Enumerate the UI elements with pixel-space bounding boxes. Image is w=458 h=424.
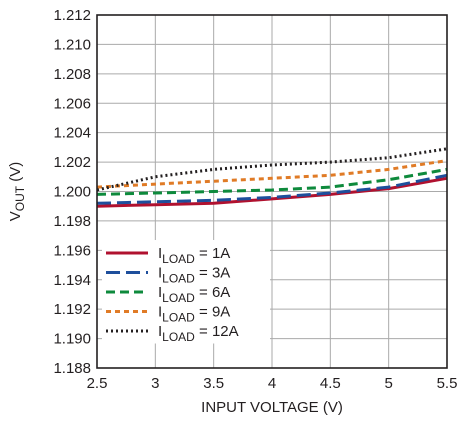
x-tick-label: 3.5 bbox=[203, 375, 224, 392]
y-tick-label: 1.188 bbox=[53, 360, 91, 377]
x-tick-label: 5 bbox=[384, 375, 392, 392]
y-tick-labels: 1.188 1.190 1.192 1.194 1.196 1.198 1.200 1.202… bbox=[53, 7, 91, 377]
y-tick-label: 1.192 bbox=[53, 301, 91, 318]
y-tick-label: 1.208 bbox=[53, 66, 91, 83]
series-lines bbox=[96, 147, 448, 208]
plot-frame bbox=[96, 14, 448, 369]
y-axis-label: VOUT (V) bbox=[7, 162, 27, 222]
legend-label-6a: ILOAD = 6A bbox=[158, 284, 230, 305]
x-tick-label: 5.5 bbox=[437, 375, 458, 392]
legend-label-3a: ILOAD = 3A bbox=[158, 265, 230, 286]
legend-label-9a: ILOAD = 9A bbox=[158, 304, 230, 325]
y-tick-label: 1.202 bbox=[53, 154, 91, 171]
y-tick-label: 1.200 bbox=[53, 184, 91, 201]
y-tick-label: 1.196 bbox=[53, 242, 91, 259]
x-tick-label: 4.5 bbox=[320, 375, 341, 392]
legend-label-1a: ILOAD = 1A bbox=[158, 245, 230, 266]
y-axis-label-unit: (V) bbox=[7, 162, 24, 186]
y-tick-label: 1.212 bbox=[53, 7, 91, 24]
legend-label-12a: ILOAD = 12A bbox=[158, 323, 239, 344]
x-tick-labels: 2.5 3 3.5 4 4.5 5 5.5 bbox=[87, 375, 458, 392]
y-tick-label: 1.198 bbox=[53, 213, 91, 230]
x-tick-label: 4 bbox=[268, 375, 276, 392]
y-tick-label: 1.206 bbox=[53, 95, 91, 112]
x-tick-label: 3 bbox=[151, 375, 159, 392]
legend-background bbox=[102, 240, 270, 344]
x-axis-label: INPUT VOLTAGE (V) bbox=[201, 399, 343, 416]
y-axis-label-main: V bbox=[7, 211, 24, 221]
y-tick-label: 1.194 bbox=[53, 272, 91, 289]
series-line-6a bbox=[96, 167, 448, 196]
y-tick-label: 1.204 bbox=[53, 125, 91, 142]
y-tick-label: 1.210 bbox=[53, 36, 91, 53]
x-tick-label: 2.5 bbox=[87, 375, 108, 392]
series-line-3a bbox=[96, 173, 448, 205]
y-axis-label-sub: OUT bbox=[13, 185, 27, 211]
series-line-9a bbox=[96, 159, 448, 189]
y-tick-label: 1.190 bbox=[53, 331, 91, 348]
